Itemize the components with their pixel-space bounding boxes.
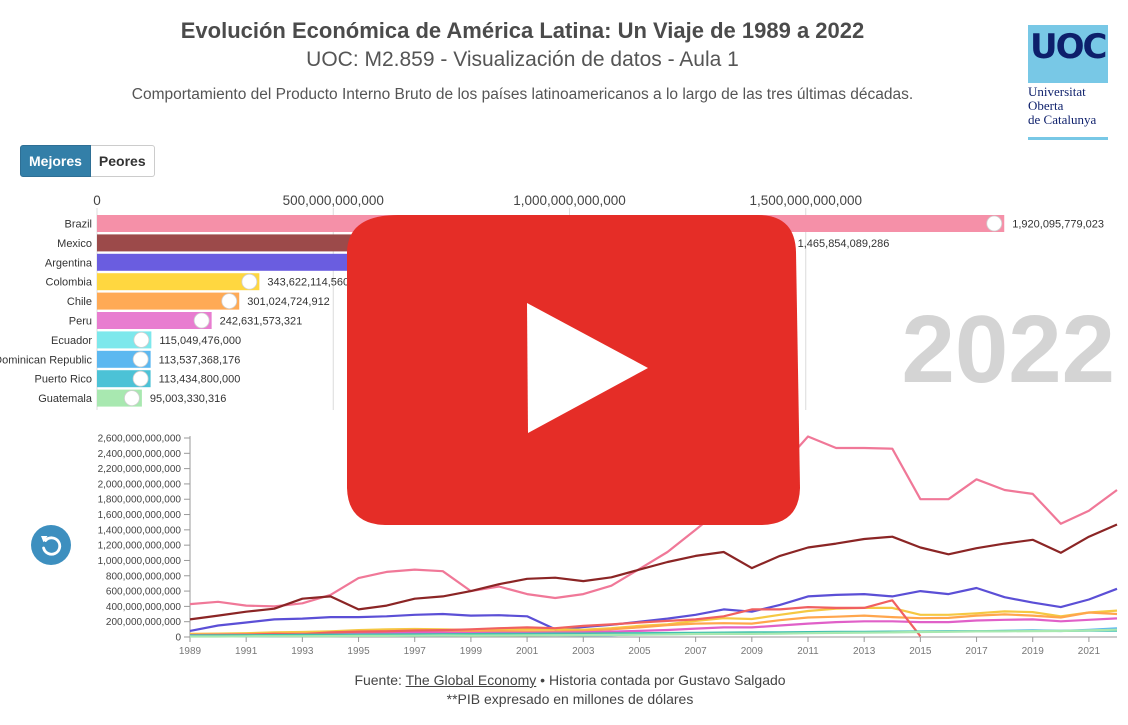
line-x-tick: 1997: [404, 646, 427, 657]
line-y-tick: 1,400,000,000,000: [98, 525, 182, 536]
bar-x-tick: 0: [93, 193, 101, 208]
replay-button[interactable]: [31, 525, 71, 565]
flag-icon: [986, 215, 1003, 232]
flag-icon: [123, 390, 140, 407]
unit-note: **PIB expresado en millones de dólares: [446, 691, 694, 707]
line-y-tick: 1,200,000,000,000: [98, 541, 182, 552]
logo-line-1: Universitat: [1028, 84, 1086, 99]
bar-value-label: 1,920,095,779,023: [1012, 219, 1104, 231]
flag-icon: [132, 351, 149, 368]
line-x-tick: 1993: [291, 646, 314, 657]
bar-category-label: Dominican Republic: [0, 354, 92, 366]
bar-category-label: Ecuador: [51, 335, 92, 347]
line-x-tick: 2015: [909, 646, 932, 657]
line-y-tick: 1,800,000,000,000: [98, 495, 182, 506]
bar-category-label: Mexico: [57, 238, 92, 250]
bar-category-label: Argentina: [45, 257, 93, 269]
bar-value-label: 115,049,476,000: [159, 335, 241, 347]
line-y-tick: 2,200,000,000,000: [98, 464, 182, 475]
best-button[interactable]: Mejores: [20, 145, 91, 177]
line-x-tick: 2005: [628, 646, 651, 657]
line-x-tick: 2021: [1078, 646, 1101, 657]
bar-x-tick: 1,000,000,000,000: [513, 193, 626, 208]
line-y-tick: 800,000,000,000: [106, 571, 182, 582]
bar-value-label: 242,631,573,321: [220, 316, 303, 328]
bar-value-label: 1,465,854,089,286: [798, 238, 890, 250]
line-y-tick: 200,000,000,000: [106, 617, 182, 628]
line-x-tick: 2019: [1022, 646, 1045, 657]
bar-x-tick: 1,500,000,000,000: [749, 193, 862, 208]
source-suffix: • Historia contada por Gustavo Salgado: [536, 672, 786, 688]
line-series: [189, 599, 922, 637]
uoc-logo: UOC Universitat Oberta de Catalunya: [1028, 25, 1108, 141]
ranking-toggle: Mejores Peores: [20, 145, 155, 177]
line-y-tick: 1,600,000,000,000: [98, 510, 182, 521]
logo-underline: [1028, 137, 1108, 140]
play-icon: [527, 303, 648, 433]
line-x-tick: 1989: [179, 646, 202, 657]
flag-icon: [133, 331, 150, 348]
bar: [97, 312, 212, 329]
line-y-tick: 600,000,000,000: [106, 587, 182, 598]
bar-value-label: 95,003,330,316: [150, 393, 226, 405]
bar-category-label: Brazil: [64, 219, 92, 231]
line-x-tick: 2011: [797, 646, 819, 657]
line-y-tick: 2,600,000,000,000: [98, 434, 182, 445]
source-prefix: Fuente:: [354, 672, 406, 688]
line-y-tick: 0: [175, 633, 181, 644]
line-series: [189, 523, 1118, 621]
line-x-tick: 1999: [460, 646, 483, 657]
line-series: [189, 617, 1118, 637]
page-subtitle: UOC: M2.859 - Visualización de datos - A…: [306, 48, 739, 71]
flag-icon: [241, 273, 258, 290]
bar-value-label: 301,024,724,912: [247, 296, 330, 308]
worst-button[interactable]: Peores: [90, 145, 155, 177]
bar-category-label: Guatemala: [38, 393, 93, 405]
bar-value-label: 343,622,114,560: [267, 277, 349, 289]
replay-icon: [41, 536, 62, 556]
bar-category-label: Peru: [69, 316, 92, 328]
logo-text: Universitat Oberta de Catalunya: [1028, 85, 1096, 127]
bar: [97, 292, 240, 310]
bar-value-label: 113,434,800,000: [159, 374, 241, 386]
line-x-tick: 1991: [235, 646, 258, 657]
bar: [97, 273, 260, 291]
line-series: [189, 435, 1118, 608]
line-series: [190, 628, 1118, 638]
bar-category-label: Chile: [67, 296, 92, 308]
logo-line-2: Oberta: [1028, 98, 1064, 113]
bar-category-label: Puerto Rico: [35, 374, 92, 386]
line-x-tick: 2007: [685, 646, 708, 657]
logo-mark: UOC: [1030, 27, 1107, 67]
flag-icon: [132, 370, 149, 387]
page-title: Evolución Económica de América Latina: U…: [180, 18, 865, 43]
line-y-tick: 2,400,000,000,000: [98, 449, 182, 460]
line-x-tick: 2013: [853, 646, 876, 657]
bar-x-tick: 500,000,000,000: [283, 193, 384, 208]
bar-value-label: 113,537,368,176: [159, 354, 241, 366]
flag-icon: [193, 312, 210, 329]
year-label: 2022: [901, 296, 1115, 403]
page-description: Comportamiento del Producto Interno Brut…: [131, 86, 914, 103]
line-y-tick: 1,000,000,000,000: [98, 556, 182, 567]
flag-icon: [221, 293, 238, 310]
source-line: Fuente: The Global Economy • Historia co…: [0, 672, 1128, 688]
line-y-tick: 2,000,000,000,000: [98, 479, 182, 490]
line-x-tick: 1995: [347, 646, 370, 657]
line-x-tick: 2003: [572, 646, 595, 657]
source-link[interactable]: The Global Economy: [405, 672, 537, 688]
line-x-tick: 2009: [741, 646, 764, 657]
line-x-tick: 2017: [965, 646, 988, 657]
bar: [97, 253, 396, 271]
line-y-tick: 400,000,000,000: [106, 602, 182, 613]
logo-mark-box: [1028, 25, 1108, 83]
bar-category-label: Colombia: [46, 277, 93, 289]
line-series: [189, 586, 1118, 632]
logo-line-3: de Catalunya: [1028, 112, 1097, 127]
line-x-tick: 2001: [516, 646, 539, 657]
